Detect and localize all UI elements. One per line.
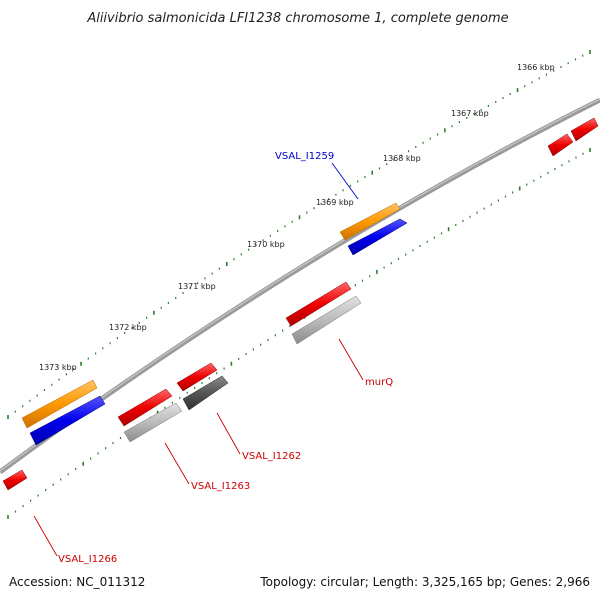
feature-group-1262	[176, 362, 229, 411]
feature-red[interactable]	[547, 133, 574, 157]
gene-label-vsal-i1259[interactable]: VSAL_I1259	[275, 151, 334, 162]
feature-group-1259	[339, 202, 408, 256]
kbp-label-1373: 1373 kbp	[39, 363, 77, 372]
kbp-label-1372: 1372 kbp	[109, 323, 147, 332]
topology-text: Topology: circular; Length: 3,325,165 bp…	[259, 575, 590, 589]
kbp-label-1370: 1370 kbp	[247, 240, 285, 249]
feature-blue[interactable]	[347, 218, 408, 256]
feature-group-1273	[21, 379, 106, 446]
kbp-label-1367: 1367 kbp	[451, 109, 489, 118]
feature-blue[interactable]	[29, 395, 106, 446]
gene-label-vsal-i1266[interactable]: VSAL_I1266	[58, 554, 117, 565]
feature-gray[interactable]	[291, 295, 362, 345]
feature-group-right-edge	[547, 117, 599, 157]
leader-line-vsal-i1266	[33, 515, 58, 557]
feature-group-1266	[2, 469, 28, 491]
feature-gray[interactable]	[123, 402, 183, 443]
leader-line-vsal-i1259	[331, 162, 359, 200]
feature-group-murq	[285, 281, 362, 345]
feature-red[interactable]	[117, 388, 173, 427]
kbp-label-1366: 1366 kbp	[517, 63, 555, 72]
gene-label-vsal-i1262[interactable]: VSAL_I1262	[242, 451, 301, 462]
feature-orange[interactable]	[339, 202, 401, 241]
leader-line-vsal-i1263	[164, 442, 190, 485]
feature-red[interactable]	[2, 469, 28, 491]
map-title: Aliivibrio salmonicida LFI1238 chromosom…	[86, 11, 508, 26]
leader-line-vsal-i1262	[216, 412, 241, 455]
kbp-label-1369: 1369 kbp	[316, 198, 354, 207]
feature-red[interactable]	[570, 117, 599, 142]
kbp-label-1368: 1368 kbp	[383, 154, 421, 163]
outer-tick-track	[7, 50, 591, 419]
accession-text: Accession: NC_011312	[9, 575, 145, 589]
gene-label-vsal-i1263[interactable]: VSAL_I1263	[191, 481, 250, 492]
gene-label-murq[interactable]: murQ	[365, 377, 393, 388]
feature-orange[interactable]	[21, 379, 98, 429]
kbp-label-1371: 1371 kbp	[178, 282, 216, 291]
feature-red[interactable]	[285, 281, 352, 327]
feature-dark-gray[interactable]	[182, 375, 229, 411]
feature-group-1263	[117, 388, 183, 443]
leader-line-murq	[338, 338, 364, 381]
feature-red[interactable]	[176, 362, 218, 392]
